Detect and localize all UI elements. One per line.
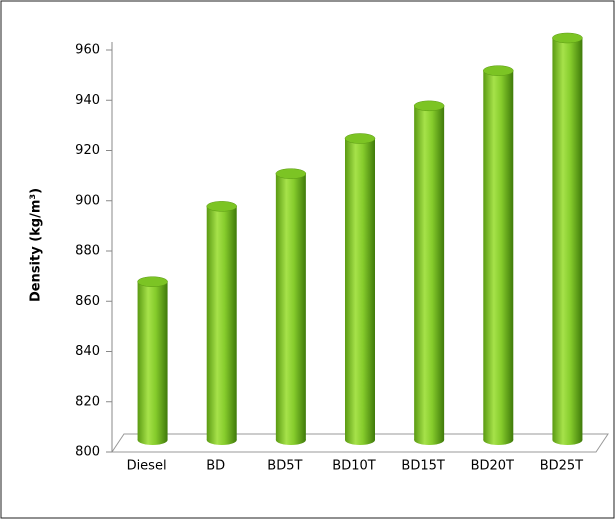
- bar: [552, 38, 583, 440]
- x-tick-label: BD10T: [332, 459, 375, 474]
- bar-top: [275, 168, 307, 179]
- x-tick-label: BD20T: [471, 459, 514, 474]
- y-tick-label: 900: [75, 193, 100, 208]
- y-axis-label: Density (kg/m³): [29, 188, 44, 302]
- bar: [137, 281, 168, 440]
- x-tick-label: BD5T: [267, 459, 302, 474]
- x-tick-label: Diesel: [127, 459, 167, 474]
- bar: [483, 70, 514, 440]
- y-tick-label: 820: [75, 394, 100, 409]
- y-tick-label: 860: [75, 294, 100, 309]
- bar-top: [552, 32, 583, 44]
- x-tick-label: BD25T: [540, 459, 583, 474]
- y-tick-label: 940: [75, 93, 100, 108]
- x-tick-label: BD15T: [401, 459, 444, 474]
- bar-top: [483, 65, 514, 76]
- bar: [345, 138, 375, 440]
- y-tick-label: 880: [75, 244, 100, 259]
- bar-top: [206, 201, 237, 212]
- y-tick-label: 920: [75, 143, 100, 158]
- bar-top: [413, 100, 445, 112]
- y-tick-label: 840: [75, 344, 100, 359]
- y-tick-label: 800: [75, 445, 100, 460]
- bar-top: [137, 276, 168, 287]
- bar: [206, 206, 237, 440]
- y-tick-label: 960: [75, 43, 100, 58]
- bar: [414, 105, 445, 441]
- x-tick-label: BD: [206, 459, 225, 474]
- bar-top: [344, 133, 376, 144]
- bar: [275, 173, 306, 441]
